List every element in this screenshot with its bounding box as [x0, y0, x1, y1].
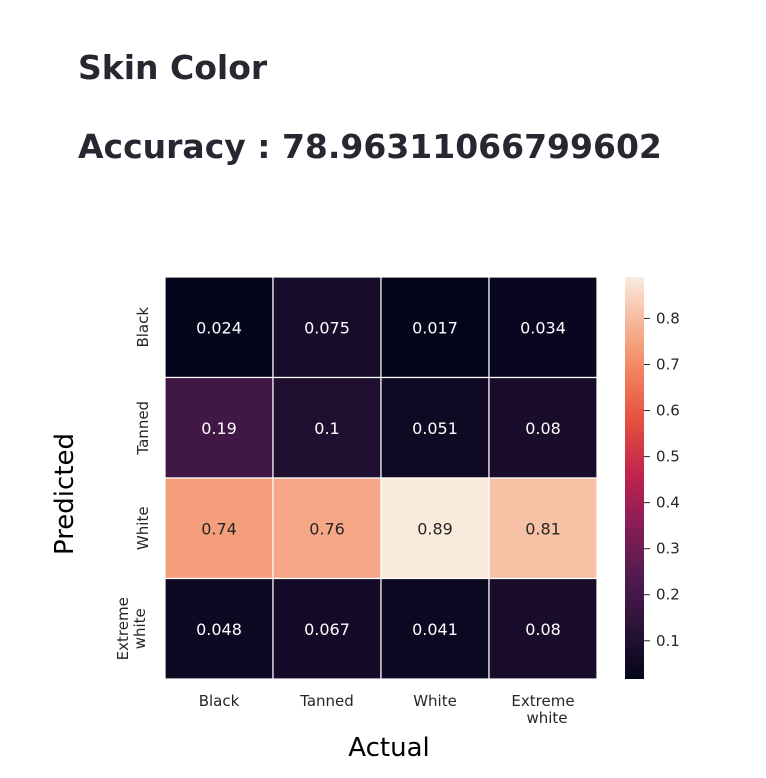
heatmap-cell-label: 0.048 — [196, 620, 242, 639]
heatmap-cell-label: 0.1 — [314, 419, 339, 438]
heatmap-cell — [488, 577, 598, 680]
heatmap-cell-label: 0.89 — [417, 519, 453, 538]
y-axis-label: Predicted — [50, 433, 80, 555]
heatmap-cell-label: 0.76 — [309, 519, 345, 538]
heatmap-cell-label: 0.051 — [412, 419, 458, 438]
heatmap-cell-label: 0.075 — [304, 318, 350, 337]
heatmap-cell — [488, 376, 598, 479]
x-tick-label: Black — [199, 692, 240, 710]
heatmap-cells — [164, 276, 598, 680]
y-axis-tick-labels: Black Tanned White Extreme white — [114, 307, 152, 661]
colorbar-ticks: 0.1 0.2 0.3 0.4 0.5 0.6 0.7 0.8 — [644, 309, 680, 650]
heatmap-cell — [164, 577, 274, 680]
colorbar-tick-label: 0.6 — [656, 402, 680, 420]
heatmap-cell-label: 0.74 — [201, 519, 237, 538]
x-tick-label: white — [526, 709, 567, 727]
heatmap-cell-labels: 0.024 0.075 0.017 0.034 0.19 0.1 0.051 0.08 0.74… — [196, 318, 566, 639]
colorbar-tick-label: 0.2 — [656, 586, 680, 604]
heatmap-cell — [380, 477, 490, 580]
x-axis-label: Actual — [348, 733, 429, 763]
colorbar-tick-label: 0.3 — [656, 540, 680, 558]
x-tick-label: Extreme — [511, 692, 574, 710]
y-tick-label: Extreme — [114, 597, 132, 660]
colorbar-tick-label: 0.1 — [656, 632, 680, 650]
heatmap-cell-label: 0.08 — [525, 419, 561, 438]
y-tick-label: White — [134, 506, 152, 550]
y-tick-label: white — [131, 608, 149, 649]
heatmap-cell — [380, 376, 490, 479]
x-tick-label: Tanned — [299, 692, 354, 710]
heatmap-cell — [272, 477, 382, 580]
heatmap-cell-label: 0.19 — [201, 419, 237, 438]
heatmap-cell — [488, 276, 598, 379]
colorbar-tick-label: 0.7 — [656, 355, 680, 373]
colorbar-tick-label: 0.4 — [656, 494, 680, 512]
heatmap-cell — [488, 477, 598, 580]
colorbar-tick-label: 0.8 — [656, 309, 680, 327]
heatmap-cell-label: 0.034 — [520, 318, 566, 337]
colorbar-tick-label: 0.5 — [656, 448, 680, 466]
heatmap-cell — [272, 577, 382, 680]
x-tick-label: White — [413, 692, 457, 710]
heatmap-cell-label: 0.067 — [304, 620, 350, 639]
heatmap-cell-label: 0.81 — [525, 519, 561, 538]
y-tick-label: Black — [134, 307, 152, 348]
heatmap-cell-label: 0.08 — [525, 620, 561, 639]
heatmap-cell-label: 0.024 — [196, 318, 242, 337]
y-tick-label: Tanned — [134, 401, 152, 456]
accuracy-heading: Accuracy : 78.96311066799602 — [78, 127, 662, 166]
colorbar — [625, 277, 644, 679]
heatmap-cell-label: 0.017 — [412, 318, 458, 337]
heatmap-cell-label: 0.041 — [412, 620, 458, 639]
heatmap-cell — [272, 376, 382, 479]
heatmap-cell — [164, 376, 274, 479]
page-title: Skin Color — [78, 48, 268, 87]
